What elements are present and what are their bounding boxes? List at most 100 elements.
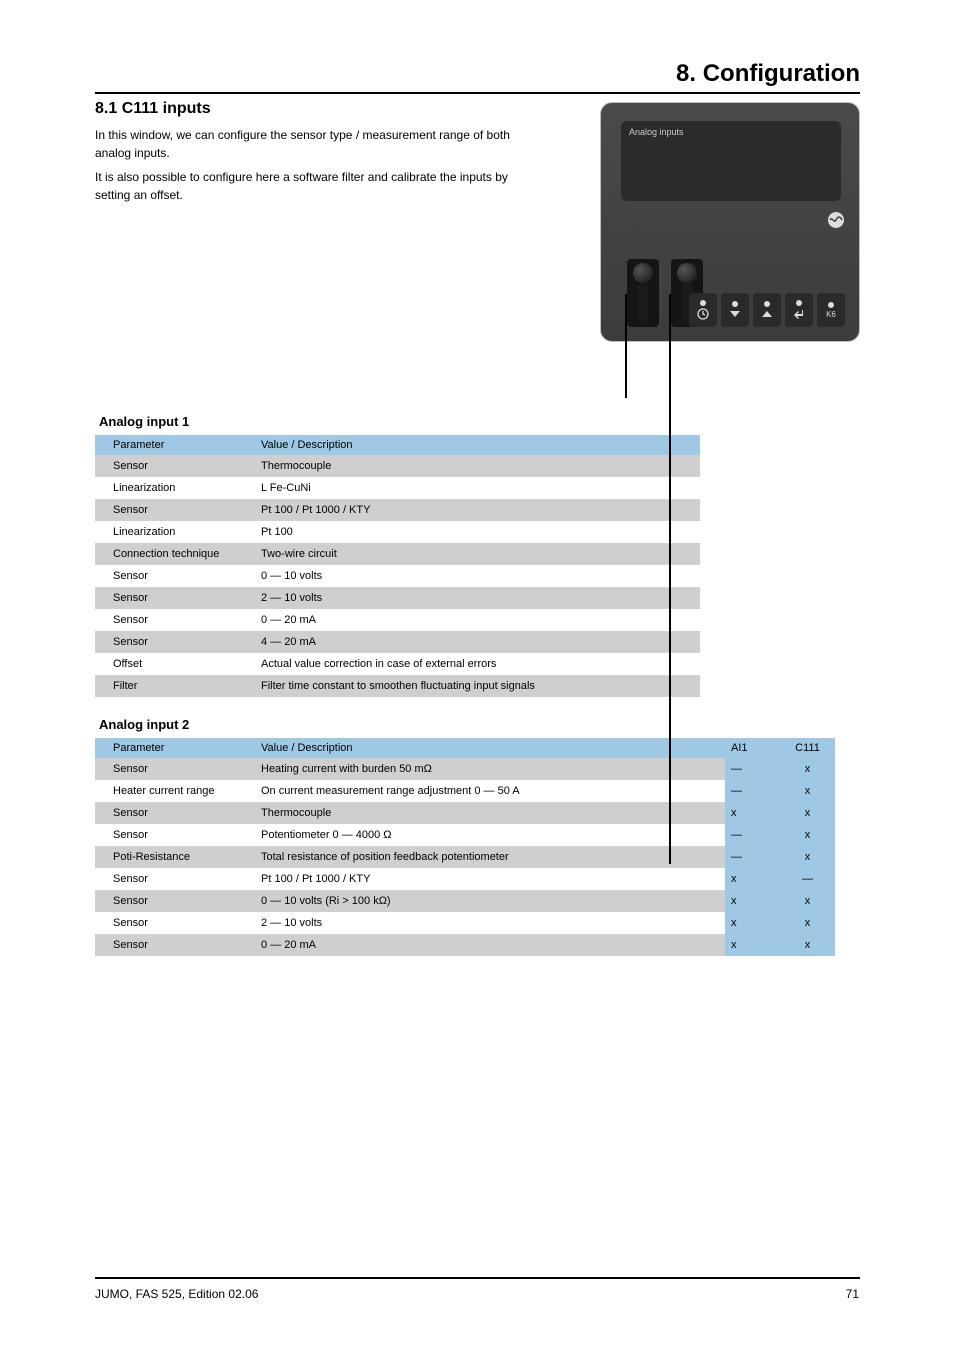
a2-head-param: Parameter xyxy=(95,738,255,758)
a2-cell: Poti-Resistance xyxy=(95,846,255,868)
a1-cell: Actual value correction in case of exter… xyxy=(255,653,600,675)
table-row: SensorThermocouplexx xyxy=(95,802,835,824)
table-row: SensorPt 100 / Pt 1000 / KTYx— xyxy=(95,868,835,890)
squiggle-icon xyxy=(827,211,845,229)
a2-cell: Potentiometer 0 — 4000 Ω xyxy=(255,824,725,846)
a2-cell: Sensor xyxy=(95,824,255,846)
a2-head-ai1: AI1 xyxy=(725,738,780,758)
footer-right: 71 xyxy=(846,1287,859,1301)
table-row: Sensor0 — 10 volts xyxy=(95,565,700,587)
a2-head-c111: C111 xyxy=(780,738,835,758)
table-row: FilterFilter time constant to smoothen f… xyxy=(95,675,700,697)
a2-cell: x xyxy=(725,868,780,890)
a2-cell: Sensor xyxy=(95,934,255,956)
a1-cell xyxy=(600,499,700,521)
a2-cell: Thermocouple xyxy=(255,802,725,824)
a2-cell: — xyxy=(725,780,780,802)
a1-cell: Sensor xyxy=(95,499,255,521)
key-down xyxy=(721,293,749,327)
a1-cell: Filter xyxy=(95,675,255,697)
device-screen: Analog inputs xyxy=(621,121,841,201)
analog2-table: Parameter Value / Description AI1 C111 S… xyxy=(95,738,835,956)
clock-icon xyxy=(697,308,709,320)
a2-cell: x xyxy=(725,890,780,912)
a2-head-value: Value / Description xyxy=(255,738,725,758)
table-row: SensorHeating current with burden 50 mΩ—… xyxy=(95,758,835,780)
table-row: Connection techniqueTwo-wire circuit xyxy=(95,543,700,565)
a2-cell: Sensor xyxy=(95,758,255,780)
device-keys: K6 xyxy=(689,293,845,327)
table-row: SensorThermocouple xyxy=(95,455,700,477)
a1-cell xyxy=(600,565,700,587)
table-row: Sensor2 — 10 volts xyxy=(95,587,700,609)
a1-cell xyxy=(600,587,700,609)
a2-cell: Sensor xyxy=(95,802,255,824)
a1-cell: Thermocouple xyxy=(255,455,600,477)
a2-cell: On current measurement range adjustment … xyxy=(255,780,725,802)
a2-cell: 2 — 10 volts xyxy=(255,912,725,934)
table-row: Sensor4 — 20 mA xyxy=(95,631,700,653)
a2-cell: x xyxy=(780,758,835,780)
device-knob-1 xyxy=(627,259,659,327)
table-row: LinearizationL Fe-CuNi xyxy=(95,477,700,499)
intro-text: In this window, we can configure the sen… xyxy=(95,126,525,204)
table-row: Poti-ResistanceTotal resistance of posit… xyxy=(95,846,835,868)
a2-cell: — xyxy=(780,868,835,890)
a1-cell xyxy=(600,609,700,631)
device-illustration: Analog inputs xyxy=(600,102,860,342)
a1-cell: Connection technique xyxy=(95,543,255,565)
a2-cell: Sensor xyxy=(95,868,255,890)
a2-cell: x xyxy=(780,846,835,868)
key-clock xyxy=(689,293,717,327)
a2-cell: Pt 100 / Pt 1000 / KTY xyxy=(255,868,725,890)
a1-cell: L Fe-CuNi xyxy=(255,477,600,499)
footer-rule xyxy=(95,1277,860,1279)
a1-cell xyxy=(600,631,700,653)
table-row: Heater current rangeOn current measureme… xyxy=(95,780,835,802)
a2-cell: Total resistance of position feedback po… xyxy=(255,846,725,868)
a1-cell: 2 — 10 volts xyxy=(255,587,600,609)
a2-cell: 0 — 10 volts (Ri > 100 kΩ) xyxy=(255,890,725,912)
a1-cell: Linearization xyxy=(95,477,255,499)
a1-head-blank xyxy=(600,435,700,455)
a1-cell: 0 — 10 volts xyxy=(255,565,600,587)
a1-cell: Pt 100 xyxy=(255,521,600,543)
a2-cell: — xyxy=(725,846,780,868)
device-screen-title: Analog inputs xyxy=(629,127,833,137)
a1-cell xyxy=(600,653,700,675)
a2-cell: x xyxy=(725,934,780,956)
analog2-title: Analog input 2 xyxy=(99,717,860,732)
a2-cell: x xyxy=(725,802,780,824)
a1-cell: 4 — 20 mA xyxy=(255,631,600,653)
a1-cell: Sensor xyxy=(95,565,255,587)
a2-cell: Heating current with burden 50 mΩ xyxy=(255,758,725,780)
intro-p1: In this window, we can configure the sen… xyxy=(95,126,525,162)
a2-cell: — xyxy=(725,824,780,846)
a1-cell: Two-wire circuit xyxy=(255,543,600,565)
a1-head-param: Parameter xyxy=(95,435,255,455)
a2-cell: x xyxy=(780,912,835,934)
analog1-title: Analog input 1 xyxy=(99,414,860,429)
chevron-down-icon xyxy=(729,309,741,319)
a2-cell: x xyxy=(725,912,780,934)
a2-cell: 0 — 20 mA xyxy=(255,934,725,956)
a2-cell: — xyxy=(725,758,780,780)
a1-cell: Linearization xyxy=(95,521,255,543)
a1-cell xyxy=(600,521,700,543)
a2-cell: Sensor xyxy=(95,912,255,934)
a1-cell: 0 — 20 mA xyxy=(255,609,600,631)
analog1-table: Parameter Value / Description SensorTher… xyxy=(95,435,700,697)
footer-left: JUMO, FAS 525, Edition 02.06 xyxy=(95,1287,258,1301)
a1-cell: Sensor xyxy=(95,631,255,653)
a1-cell: Pt 100 / Pt 1000 / KTY xyxy=(255,499,600,521)
a2-cell: x xyxy=(780,824,835,846)
key-k6-label: K6 xyxy=(826,310,836,319)
intro-p2: It is also possible to configure here a … xyxy=(95,168,525,204)
table-row: Sensor2 — 10 voltsxx xyxy=(95,912,835,934)
table-row: Sensor0 — 20 mAxx xyxy=(95,934,835,956)
a1-cell xyxy=(600,477,700,499)
a1-cell xyxy=(600,675,700,697)
a1-cell: Offset xyxy=(95,653,255,675)
chevron-up-icon xyxy=(761,309,773,319)
a1-head-value: Value / Description xyxy=(255,435,600,455)
